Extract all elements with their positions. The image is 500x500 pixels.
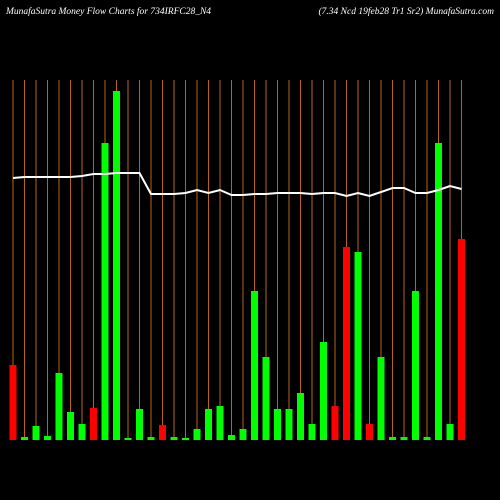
bar	[32, 426, 40, 440]
bar	[193, 429, 201, 440]
bar	[182, 438, 189, 440]
bar	[354, 252, 362, 440]
bar	[274, 409, 281, 440]
bar	[101, 143, 109, 440]
bar	[136, 409, 143, 440]
bar	[285, 409, 293, 440]
bar	[423, 437, 431, 440]
bar	[9, 365, 17, 440]
chart-subtitle: (7.34 Ncd 19feb28 Tr1 Sr2) MunafaSutra.c…	[319, 6, 495, 17]
bar	[124, 438, 132, 440]
bar	[147, 437, 155, 440]
bar	[159, 425, 166, 440]
bar	[78, 424, 86, 440]
bar	[389, 437, 396, 440]
bar	[297, 393, 304, 440]
bar	[67, 412, 74, 440]
bar	[228, 435, 235, 440]
bar	[377, 357, 385, 440]
bar	[366, 424, 373, 440]
bar	[113, 91, 120, 440]
bar	[251, 291, 258, 440]
bar	[44, 436, 51, 440]
chart-title: MunafaSutra Money Flow Charts for 734IRF…	[5, 6, 211, 17]
bar	[90, 408, 97, 440]
bar	[458, 239, 465, 440]
bar	[239, 429, 247, 440]
bar	[262, 357, 270, 440]
money-flow-line	[12, 172, 462, 198]
bar	[446, 424, 454, 440]
bar	[331, 406, 339, 440]
bar	[320, 342, 327, 440]
bar	[412, 291, 419, 440]
bar	[343, 247, 350, 440]
bar	[308, 424, 316, 440]
bar	[400, 437, 408, 440]
bar	[21, 437, 28, 440]
bar	[170, 437, 178, 440]
bar	[435, 143, 442, 440]
bar	[205, 409, 212, 440]
bar	[55, 373, 63, 440]
bar	[216, 406, 224, 440]
